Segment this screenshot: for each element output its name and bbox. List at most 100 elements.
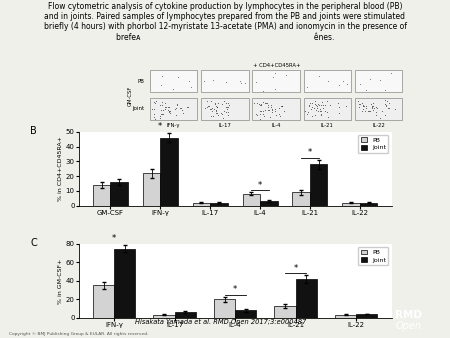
Bar	[160, 138, 178, 206]
Point	[369, 107, 376, 113]
Point	[318, 112, 325, 118]
Point	[319, 106, 326, 111]
Point	[167, 110, 174, 116]
Text: IFN-γ: IFN-γ	[167, 123, 180, 128]
Bar	[175, 312, 196, 318]
Point	[172, 105, 180, 111]
Point	[315, 102, 322, 108]
Point	[171, 106, 179, 112]
Point	[304, 110, 311, 115]
Point	[222, 104, 230, 110]
Point	[366, 109, 373, 114]
Point	[173, 102, 180, 107]
Point	[158, 99, 166, 104]
Text: *: *	[112, 234, 116, 243]
Point	[212, 103, 220, 108]
Point	[177, 105, 184, 111]
Point	[382, 103, 389, 109]
Point	[324, 109, 331, 115]
Text: Copyright © BMJ Publishing Group & EULAR. All rights reserved.: Copyright © BMJ Publishing Group & EULAR…	[9, 332, 148, 336]
Point	[175, 74, 182, 79]
Point	[321, 102, 328, 108]
Bar	[356, 314, 377, 318]
Text: GM-CSF: GM-CSF	[128, 85, 133, 106]
Bar	[114, 248, 135, 318]
Point	[158, 74, 165, 79]
Point	[365, 108, 373, 114]
Text: + CD4+CD45RA+: + CD4+CD45RA+	[253, 63, 301, 68]
Point	[161, 106, 168, 111]
Point	[312, 102, 319, 107]
Point	[382, 112, 389, 118]
Bar	[335, 315, 356, 318]
Point	[165, 109, 172, 114]
Point	[342, 103, 349, 109]
Point	[223, 110, 230, 115]
Bar	[150, 98, 197, 120]
Bar	[252, 98, 300, 120]
Point	[158, 111, 165, 117]
Point	[277, 103, 284, 108]
Point	[268, 107, 275, 113]
Point	[357, 81, 364, 87]
Point	[252, 79, 259, 84]
Bar	[342, 203, 360, 206]
Point	[212, 111, 220, 116]
Point	[257, 116, 264, 121]
Point	[308, 100, 315, 105]
Point	[211, 100, 218, 106]
Bar	[201, 70, 248, 92]
Point	[369, 105, 376, 111]
Bar	[214, 299, 235, 318]
Point	[201, 78, 208, 83]
Bar	[310, 164, 328, 206]
Point	[361, 109, 369, 114]
Point	[162, 104, 169, 110]
Point	[152, 101, 159, 106]
Point	[278, 103, 285, 109]
Bar	[93, 185, 110, 206]
Point	[377, 115, 384, 120]
Y-axis label: % in GM-CSF+: % in GM-CSF+	[58, 258, 63, 304]
Point	[261, 107, 269, 112]
Point	[253, 111, 260, 117]
Point	[302, 109, 309, 114]
Point	[256, 102, 264, 107]
Bar	[260, 201, 278, 206]
Point	[260, 113, 267, 118]
Point	[356, 101, 363, 107]
Point	[225, 113, 232, 118]
Point	[309, 113, 316, 119]
Point	[179, 107, 186, 113]
Point	[280, 108, 288, 114]
Point	[303, 84, 310, 89]
Point	[254, 100, 261, 105]
Point	[207, 113, 214, 118]
Point	[312, 98, 319, 103]
Point	[355, 98, 362, 104]
Point	[339, 78, 346, 83]
Point	[357, 102, 364, 107]
Point	[258, 101, 265, 106]
Point	[369, 100, 377, 105]
Point	[223, 100, 230, 105]
Point	[209, 105, 216, 110]
Text: IL-22: IL-22	[372, 123, 385, 128]
Bar	[153, 315, 175, 318]
Point	[166, 108, 174, 113]
Point	[158, 82, 165, 88]
Point	[258, 108, 265, 114]
Point	[385, 106, 392, 111]
Point	[308, 104, 315, 109]
Point	[307, 106, 315, 112]
Text: *: *	[233, 285, 237, 294]
Point	[364, 108, 371, 113]
Point	[161, 100, 168, 105]
Point	[204, 104, 211, 109]
Point	[179, 110, 186, 116]
Point	[369, 104, 376, 109]
Text: Hisakata Yamada et al. RMD Open 2017;3:e000487: Hisakata Yamada et al. RMD Open 2017;3:e…	[135, 319, 306, 325]
Point	[220, 99, 228, 104]
Point	[269, 109, 276, 114]
Bar	[201, 98, 248, 120]
